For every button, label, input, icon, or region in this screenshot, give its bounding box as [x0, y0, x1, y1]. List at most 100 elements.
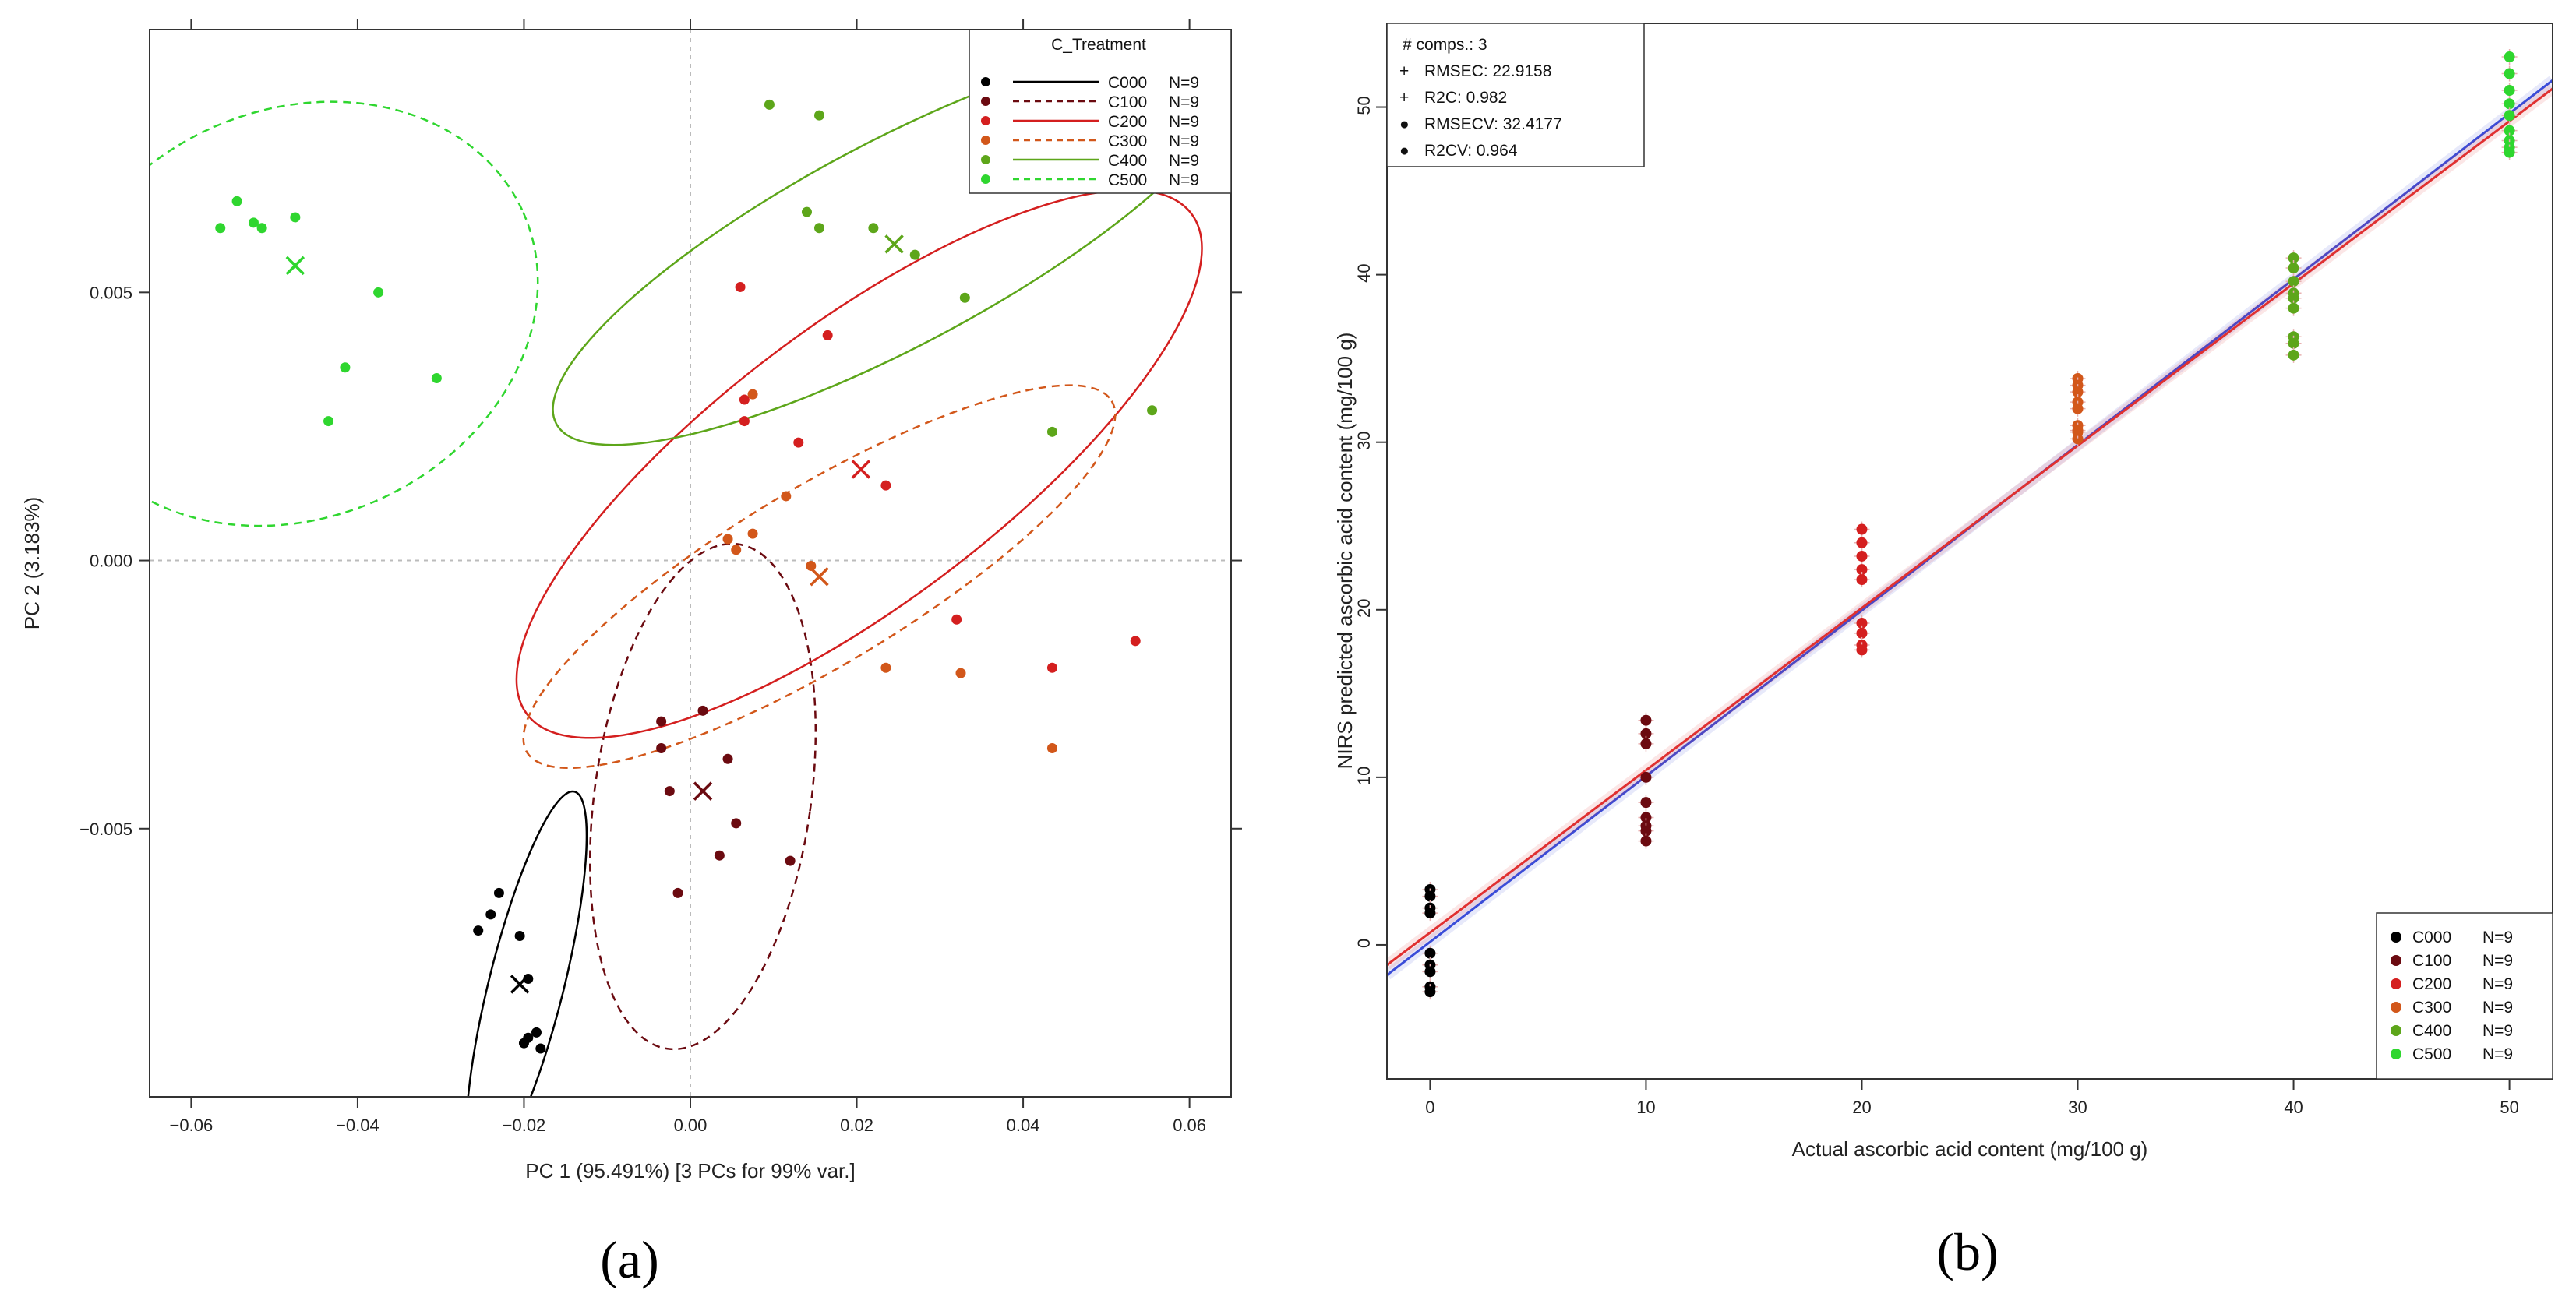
b-stats-symbol-2: +: [1399, 62, 1409, 80]
a-centroid-stroke: [510, 975, 530, 994]
b-point-dot: [1856, 564, 1868, 576]
a-centroid-c500: [285, 256, 305, 276]
b-stats-text-2: RMSEC: 22.9158: [1424, 62, 1551, 80]
b-point-dot: [2288, 263, 2299, 274]
b-point-dot: [1640, 771, 1652, 783]
b-stats-symbol-5: ●: [1399, 142, 1410, 160]
a-ytick-label: −0.005: [79, 819, 132, 839]
b-ytick-label: 30: [1354, 431, 1374, 449]
a-centroid-c400: [884, 234, 904, 254]
b-point-c200-2: [1854, 534, 1870, 551]
b-point-dot: [1856, 523, 1868, 535]
nirs-prediction-plot: 0 10 20 30 40 50 0 10 20 30 40 50 Actual ascorbic a…: [1333, 23, 2553, 1161]
a-point-c100-6: [722, 753, 733, 764]
b-legend-label-c000: C000: [2412, 929, 2451, 946]
b-legend-dot-c000: [2391, 932, 2401, 943]
a-legend-n-c000: N=9: [1169, 74, 1199, 92]
b-point-dot: [1424, 986, 1436, 998]
a-legend-dot-c500: [981, 174, 990, 184]
b-point-dot: [2504, 68, 2515, 79]
a-point-c300-6: [880, 662, 891, 673]
b-point-dot: [2288, 252, 2299, 264]
b-point-c400-2: [2285, 260, 2302, 277]
b-point-c500-2: [2501, 65, 2518, 82]
b-point-dot: [1640, 835, 1652, 847]
b-legend-n-c200: N=9: [2482, 975, 2513, 993]
b-stats-box: # comps.: 3 + RMSEC: 22.9158 + R2C: 0.982 ● RM…: [1386, 23, 1645, 167]
b-point-dot: [1424, 947, 1436, 959]
b-point-dot: [2288, 302, 2299, 314]
b-point-dot: [2072, 386, 2084, 398]
a-point-c300-2: [731, 545, 742, 555]
a-point-c200-5: [822, 330, 833, 340]
a-xtick-label: 0.02: [840, 1115, 873, 1135]
b-stats-text-3: R2C: 0.982: [1424, 89, 1507, 107]
b-stats-symbol-3: +: [1399, 89, 1409, 107]
b-point-dot: [2072, 403, 2084, 414]
b-xtick-label: 50: [2500, 1098, 2518, 1117]
b-legend-dot-c500: [2391, 1049, 2401, 1059]
b-point-dot: [1856, 574, 1868, 586]
a-point-c400-7: [959, 292, 970, 303]
b-legend-label-c300: C300: [2412, 999, 2451, 1017]
b-ytick-label: 0: [1354, 939, 1374, 948]
a-point-c100-2: [656, 743, 667, 754]
a-point-c300-9: [747, 389, 758, 400]
b-point-dot: [1640, 825, 1652, 837]
a-point-c500-9: [431, 372, 442, 383]
a-legend-dot-c100: [981, 97, 990, 106]
a-ellipse-c400: [552, 42, 1231, 446]
a-legend-label-c400: C400: [1108, 152, 1147, 170]
b-point-dot: [1640, 714, 1652, 726]
b-point-c300-8: [2070, 431, 2086, 447]
b-point-dot: [2504, 85, 2515, 97]
b-stats-symbol-4: ●: [1399, 115, 1410, 133]
b-point-dot: [1424, 908, 1436, 919]
b-legend: C000 N=9 C100 N=9 C200 N=9 C300 N=9 C400 N=9 C500 N…: [2376, 912, 2553, 1080]
b-point-dot: [2504, 146, 2515, 158]
b-legend-n-c300: N=9: [2482, 999, 2513, 1017]
b-point-c100-8: [1638, 823, 1654, 839]
b-point-c100-1: [1638, 712, 1654, 728]
a-point-c000-1: [473, 925, 484, 936]
a-point-c000-8: [531, 1027, 542, 1038]
b-xtick-label: 10: [1636, 1098, 1655, 1117]
b-point-dot: [1640, 797, 1652, 809]
a-centroid-stroke: [693, 781, 713, 801]
a-point-c400-3: [801, 206, 812, 217]
b-point-dot: [2072, 425, 2084, 436]
b-point-c500-5: [2501, 107, 2518, 124]
a-point-c100-5: [697, 705, 708, 716]
b-stats-text-5: R2CV: 0.964: [1424, 142, 1518, 160]
b-legend-items: C000 N=9 C100 N=9 C200 N=9 C300 N=9 C400 N=9 C500 N…: [2391, 929, 2513, 1063]
a-centroid-stroke: [285, 256, 305, 276]
b-point-c400-8: [2285, 335, 2302, 351]
a-point-c300-5: [806, 560, 817, 571]
b-point-dot: [2288, 349, 2299, 361]
a-point-c300-3: [747, 528, 758, 539]
a-point-c500-2: [231, 196, 242, 206]
b-legend-n-c000: N=9: [2482, 929, 2513, 946]
a-point-c500-6: [373, 287, 384, 298]
b-point-c200-3: [1854, 548, 1870, 564]
b-xtick-label: 0: [1425, 1098, 1434, 1117]
a-point-c400-4: [813, 223, 824, 234]
a-point-c400-1: [764, 99, 775, 110]
b-point-c500-6: [2501, 122, 2518, 139]
b-point-dot: [1640, 738, 1652, 749]
b-legend-n-c400: N=9: [2482, 1022, 2513, 1040]
b-ytick-label: 50: [1354, 96, 1374, 115]
a-centroid-stroke: [810, 566, 829, 587]
a-point-c200-7: [951, 614, 962, 625]
a-points-layer: [215, 99, 1158, 1054]
b-point-c300-5: [2070, 400, 2086, 417]
a-point-c100-3: [664, 786, 675, 797]
a-legend-box: [969, 29, 1232, 194]
b-legend-label-c400: C400: [2412, 1022, 2451, 1040]
a-x-axis-label: PC 1 (95.491%) [3 PCs for 99% var.]: [525, 1159, 855, 1182]
a-point-c300-4: [781, 491, 792, 502]
b-point-dot: [1856, 537, 1868, 548]
a-centroid-c300: [810, 566, 829, 587]
a-point-c500-3: [248, 217, 259, 228]
b-point-c400-6: [2285, 300, 2302, 316]
